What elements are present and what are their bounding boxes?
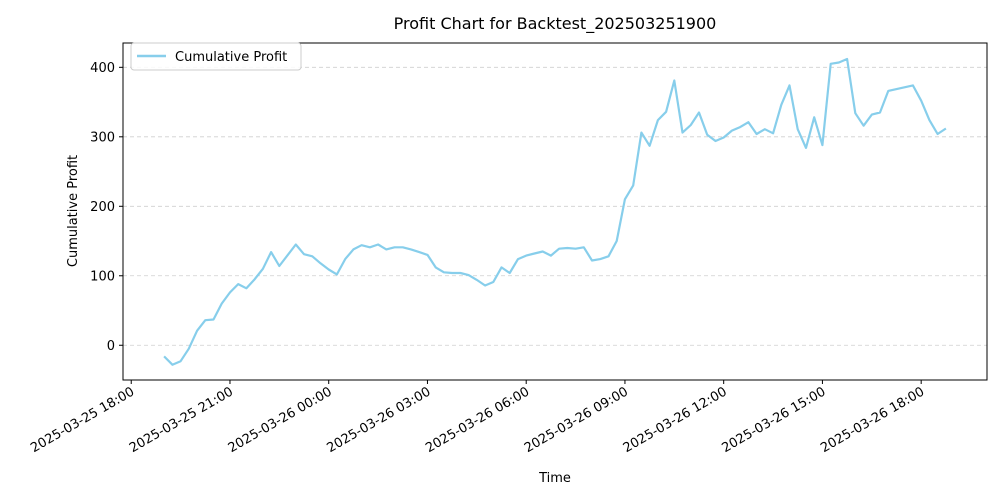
x-tick-label: 2025-03-26 03:00 [324,384,433,456]
legend-box [130,42,302,71]
y-tick-label: 0 [107,339,115,354]
x-tick-label: 2025-03-26 18:00 [818,384,927,456]
legend-label: Cumulative Profit [175,50,287,65]
x-tick-label: 2025-03-25 21:00 [127,384,236,456]
y-grid-lines [123,66,987,346]
y-tick-label: 300 [90,130,115,145]
y-tick-label: 100 [90,269,115,284]
x-tick-label: 2025-03-26 00:00 [226,384,335,456]
y-tick-label: 200 [90,200,115,215]
legend: Cumulative Profit [130,42,302,71]
chart-title: Profit Chart for Backtest_202503251900 [394,14,717,34]
y-tick-label: 400 [90,61,115,76]
x-tick-label: 2025-03-26 06:00 [423,384,532,456]
series-layer [163,57,947,366]
x-tick-label: 2025-03-25 18:00 [28,384,137,456]
y-axis-ticks: 0 100 200 300 400 [90,61,123,354]
x-tick-label: 2025-03-26 12:00 [621,384,730,456]
x-axis-label: Time [538,471,571,486]
x-tick-label: 2025-03-26 15:00 [719,384,828,456]
series-line-cumulative-profit [163,57,947,366]
y-axis-label: Cumulative Profit [66,155,81,267]
plot-frame [122,42,988,381]
x-tick-label: 2025-03-26 09:00 [522,384,631,456]
